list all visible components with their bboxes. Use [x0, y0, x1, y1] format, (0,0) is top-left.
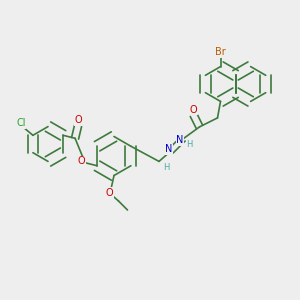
Text: Cl: Cl	[16, 118, 26, 128]
Text: O: O	[74, 115, 82, 125]
Text: Br: Br	[215, 47, 226, 58]
Text: N: N	[165, 144, 172, 154]
Text: H: H	[163, 163, 170, 172]
Text: O: O	[106, 188, 113, 198]
Text: H: H	[186, 140, 192, 149]
Text: O: O	[78, 156, 85, 166]
Text: N: N	[176, 135, 184, 146]
Text: O: O	[190, 104, 197, 115]
